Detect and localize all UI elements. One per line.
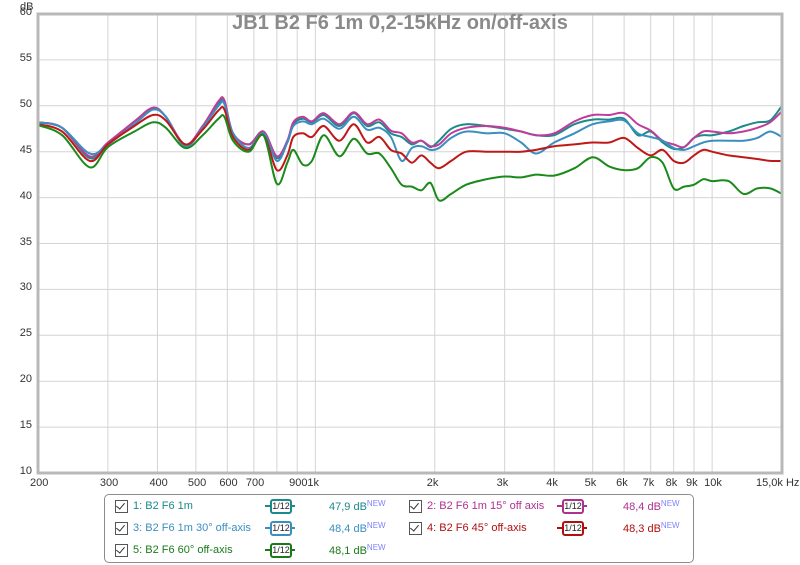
y-tick-label: 15 bbox=[19, 419, 32, 432]
x-tick-label: 4k bbox=[546, 477, 558, 489]
level-text: 47,9 dB bbox=[329, 501, 367, 513]
x-tick-label: 500 bbox=[187, 477, 207, 489]
series-line bbox=[37, 113, 783, 202]
legend-item-1[interactable]: 1: B2 F6 1m bbox=[115, 497, 193, 515]
x-tick-label: 6k bbox=[616, 477, 628, 489]
new-badge: NEW bbox=[660, 521, 680, 530]
x-tick-label: 15,0k Hz bbox=[756, 477, 800, 489]
y-tick-label: 60 bbox=[19, 6, 32, 18]
legend-item-2[interactable]: 2: B2 F6 1m 15° off axis bbox=[409, 497, 544, 515]
smoothing-value: 1/12 bbox=[270, 499, 292, 514]
series-line bbox=[37, 105, 783, 172]
x-tick-label: 7k bbox=[642, 477, 655, 489]
checkbox-icon[interactable] bbox=[409, 499, 422, 513]
legend-label: 2: B2 F6 1m 15° off axis bbox=[427, 500, 545, 512]
smoothing-value: 1/12 bbox=[562, 499, 584, 514]
level-value: 48,4 dBNEW bbox=[623, 499, 680, 513]
level-value: 47,9 dBNEW bbox=[329, 499, 386, 513]
x-tick-label: 10k bbox=[704, 477, 722, 489]
checkbox-icon[interactable] bbox=[115, 521, 128, 535]
y-tick-label: 55 bbox=[19, 51, 32, 64]
y-tick-label: 10 bbox=[19, 465, 32, 477]
x-tick-label: 400 bbox=[149, 477, 168, 489]
smoothing-value: 1/12 bbox=[270, 521, 292, 536]
x-tick-label: 600 bbox=[219, 477, 238, 489]
level-text: 48,4 dB bbox=[329, 523, 367, 535]
level-value: 48,1 dBNEW bbox=[329, 543, 386, 557]
new-badge: NEW bbox=[660, 499, 680, 508]
new-badge: NEW bbox=[366, 521, 386, 530]
level-text: 48,4 dB bbox=[623, 501, 661, 513]
smoothing-value: 1/12 bbox=[270, 543, 292, 558]
chart-grid bbox=[37, 13, 783, 474]
y-tick-label: 20 bbox=[19, 373, 32, 386]
legend-label: 3: B2 F6 1m 30° off-axis bbox=[133, 522, 251, 534]
level-value: 48,4 dBNEW bbox=[329, 521, 386, 535]
y-axis-unit: dB bbox=[20, 1, 34, 13]
x-tick-label: 200 bbox=[30, 477, 49, 489]
legend-item-3[interactable]: 3: B2 F6 1m 30° off-axis bbox=[115, 519, 251, 537]
legend-label: 1: B2 F6 1m bbox=[133, 500, 193, 512]
checkbox-icon[interactable] bbox=[409, 521, 422, 535]
x-tick-label: 2k bbox=[426, 477, 439, 489]
smoothing-badge[interactable]: 1/12 bbox=[265, 543, 295, 558]
x-tick-label: 700 bbox=[245, 477, 265, 489]
checkbox-icon[interactable] bbox=[115, 543, 128, 557]
smoothing-badge[interactable]: 1/12 bbox=[265, 499, 295, 514]
y-tick-label: 30 bbox=[19, 281, 32, 294]
smoothing-badge[interactable]: 1/12 bbox=[557, 521, 587, 536]
y-tick-label: 50 bbox=[19, 97, 32, 110]
x-tick-label: 9k bbox=[685, 477, 698, 489]
legend-item-5[interactable]: 5: B2 F6 60° off-axis bbox=[115, 541, 233, 559]
chart-curves bbox=[37, 96, 783, 202]
new-badge: NEW bbox=[366, 543, 386, 552]
level-text: 48,1 dB bbox=[329, 545, 367, 557]
smoothing-value: 1/12 bbox=[562, 521, 584, 536]
y-tick-label: 45 bbox=[19, 143, 32, 156]
chart-title: JB1 B2 F6 1m 0,2-15kHz on/off-axis bbox=[232, 12, 568, 34]
plot-frame bbox=[36, 12, 784, 475]
y-tick-label: 40 bbox=[19, 189, 32, 202]
checkbox-icon[interactable] bbox=[115, 499, 128, 513]
level-value: 48,3 dBNEW bbox=[623, 521, 680, 535]
level-text: 48,3 dB bbox=[623, 523, 661, 535]
x-tick-label: 3k bbox=[496, 477, 509, 489]
x-tick-label: 900 bbox=[289, 477, 308, 489]
series-line bbox=[37, 100, 783, 162]
x-tick-label: 300 bbox=[99, 477, 119, 489]
x-tick-label: 1k bbox=[307, 477, 319, 489]
y-tick-label: 35 bbox=[19, 235, 32, 248]
smoothing-badge[interactable]: 1/12 bbox=[265, 521, 295, 536]
smoothing-badge[interactable]: 1/12 bbox=[557, 499, 587, 514]
legend-panel: 1: B2 F6 1m 1/12 47,9 dBNEW 2: B2 F6 1m … bbox=[104, 494, 694, 563]
legend-label: 5: B2 F6 60° off-axis bbox=[133, 544, 233, 556]
x-tick-label: 5k bbox=[584, 477, 597, 489]
legend-label: 4: B2 F6 45° off-axis bbox=[427, 522, 527, 534]
y-tick-label: 25 bbox=[19, 327, 32, 340]
legend-item-4[interactable]: 4: B2 F6 45° off-axis bbox=[409, 519, 527, 537]
new-badge: NEW bbox=[366, 499, 386, 508]
series-line bbox=[37, 96, 783, 158]
x-tick-label: 8k bbox=[665, 477, 678, 489]
